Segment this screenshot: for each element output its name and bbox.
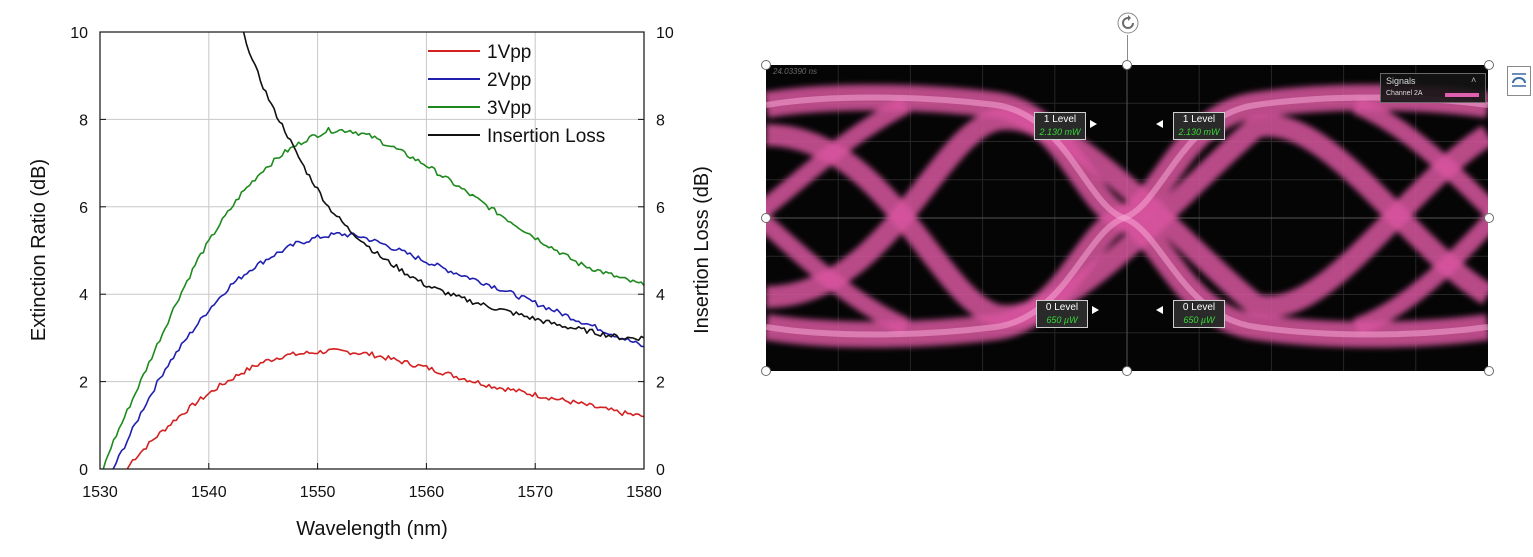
axis-ticks: 1530 1540 1550 1560 1570 1580 0 2 4 6 8 10 0 2 4 6 8 10 — [70, 25, 674, 501]
series-line-1vpp — [126, 347, 645, 470]
rotate-icon[interactable] — [1116, 11, 1140, 35]
y-right-tick-label: 10 — [656, 25, 674, 42]
y-left-tick-label: 0 — [79, 462, 88, 479]
y-left-tick-label: 6 — [79, 200, 88, 217]
resize-handle-bottom-right[interactable] — [1484, 366, 1494, 376]
y-right-tick-label: 6 — [656, 200, 665, 217]
legend-label: 1Vpp — [487, 42, 531, 63]
level-value: 650 µW — [1046, 315, 1078, 325]
x-tick-label: 1560 — [409, 484, 445, 501]
y-left-tick-label: 8 — [79, 112, 88, 129]
resize-handle-top-left[interactable] — [761, 60, 771, 70]
x-tick-label: 1550 — [300, 484, 336, 501]
one-level-marker-left: 1 Level 2.130 mW — [1034, 112, 1086, 140]
level-name: 0 Level — [1045, 302, 1079, 313]
series-line-2vpp — [112, 232, 645, 470]
layout-options-icon[interactable] — [1507, 66, 1531, 96]
pointer-left-icon — [1156, 306, 1163, 314]
eye-diagram-image[interactable]: 24.03390 ns Signals ˄ Channel 2A 1 Level… — [766, 65, 1488, 371]
resize-handle-bottom-left[interactable] — [761, 366, 771, 376]
level-value: 650 µW — [1183, 315, 1215, 325]
legend: 1Vpp 2Vpp 3Vpp Insertion Loss — [428, 42, 605, 147]
zero-level-marker-left: 0 Level 650 µW — [1036, 300, 1088, 328]
pointer-right-icon — [1092, 306, 1099, 314]
extinction-ratio-chart: 1530 1540 1550 1560 1570 1580 0 2 4 6 8 10 0 2 4 6 8 10 W… — [28, 25, 713, 540]
y-right-tick-label: 2 — [656, 375, 665, 392]
y-left-tick-label: 10 — [70, 25, 88, 42]
series-line-insertion-loss — [242, 31, 645, 342]
y-left-tick-label: 2 — [79, 375, 88, 392]
y-left-tick-label: 4 — [79, 287, 88, 304]
level-name: 1 Level — [1182, 114, 1216, 125]
zero-level-marker-right: 0 Level 650 µW — [1173, 300, 1225, 328]
signals-title: Signals — [1386, 76, 1416, 86]
time-readout: 24.03390 ns — [773, 67, 818, 76]
plot-frame — [99, 31, 645, 470]
level-name: 1 Level — [1043, 114, 1077, 125]
y-right-axis-label: Insertion Loss (dB) — [691, 166, 713, 334]
series-lines — [102, 31, 645, 470]
legend-label: Insertion Loss — [487, 126, 605, 147]
y-right-tick-label: 8 — [656, 112, 665, 129]
level-value: 2.130 mW — [1039, 127, 1081, 137]
legend-label: 2Vpp — [487, 70, 531, 91]
signals-panel[interactable]: Signals ˄ Channel 2A — [1380, 73, 1486, 103]
one-level-marker-right: 1 Level 2.130 mW — [1173, 112, 1225, 140]
x-tick-label: 1540 — [191, 484, 227, 501]
level-name: 0 Level — [1182, 302, 1216, 313]
level-value: 2.130 mW — [1178, 127, 1220, 137]
x-tick-label: 1570 — [517, 484, 553, 501]
y-right-tick-label: 4 — [656, 287, 665, 304]
x-axis-label: Wavelength (nm) — [296, 518, 448, 540]
layout-options-glyph — [1512, 73, 1526, 87]
pointer-left-icon — [1156, 120, 1163, 128]
series-line-3vpp — [102, 126, 645, 470]
pointer-right-icon — [1090, 120, 1097, 128]
resize-handle-top[interactable] — [1122, 60, 1132, 70]
y-right-tick-label: 0 — [656, 462, 665, 479]
resize-handle-right[interactable] — [1484, 213, 1494, 223]
collapse-chevron-icon[interactable]: ˄ — [1471, 75, 1477, 85]
signals-channel: Channel 2A — [1386, 90, 1423, 97]
eye-diagram-traces — [766, 65, 1488, 371]
legend-label: 3Vpp — [487, 98, 531, 119]
x-tick-label: 1580 — [626, 484, 662, 501]
resize-handle-bottom[interactable] — [1122, 366, 1132, 376]
resize-handle-left[interactable] — [761, 213, 771, 223]
eye-pattern-core — [766, 94, 1488, 338]
rotate-handle-stem — [1127, 35, 1128, 60]
x-tick-label: 1530 — [82, 484, 118, 501]
y-left-axis-label: Extinction Ratio (dB) — [28, 159, 50, 341]
resize-handle-top-right[interactable] — [1484, 60, 1494, 70]
channel-color-swatch — [1445, 93, 1479, 97]
